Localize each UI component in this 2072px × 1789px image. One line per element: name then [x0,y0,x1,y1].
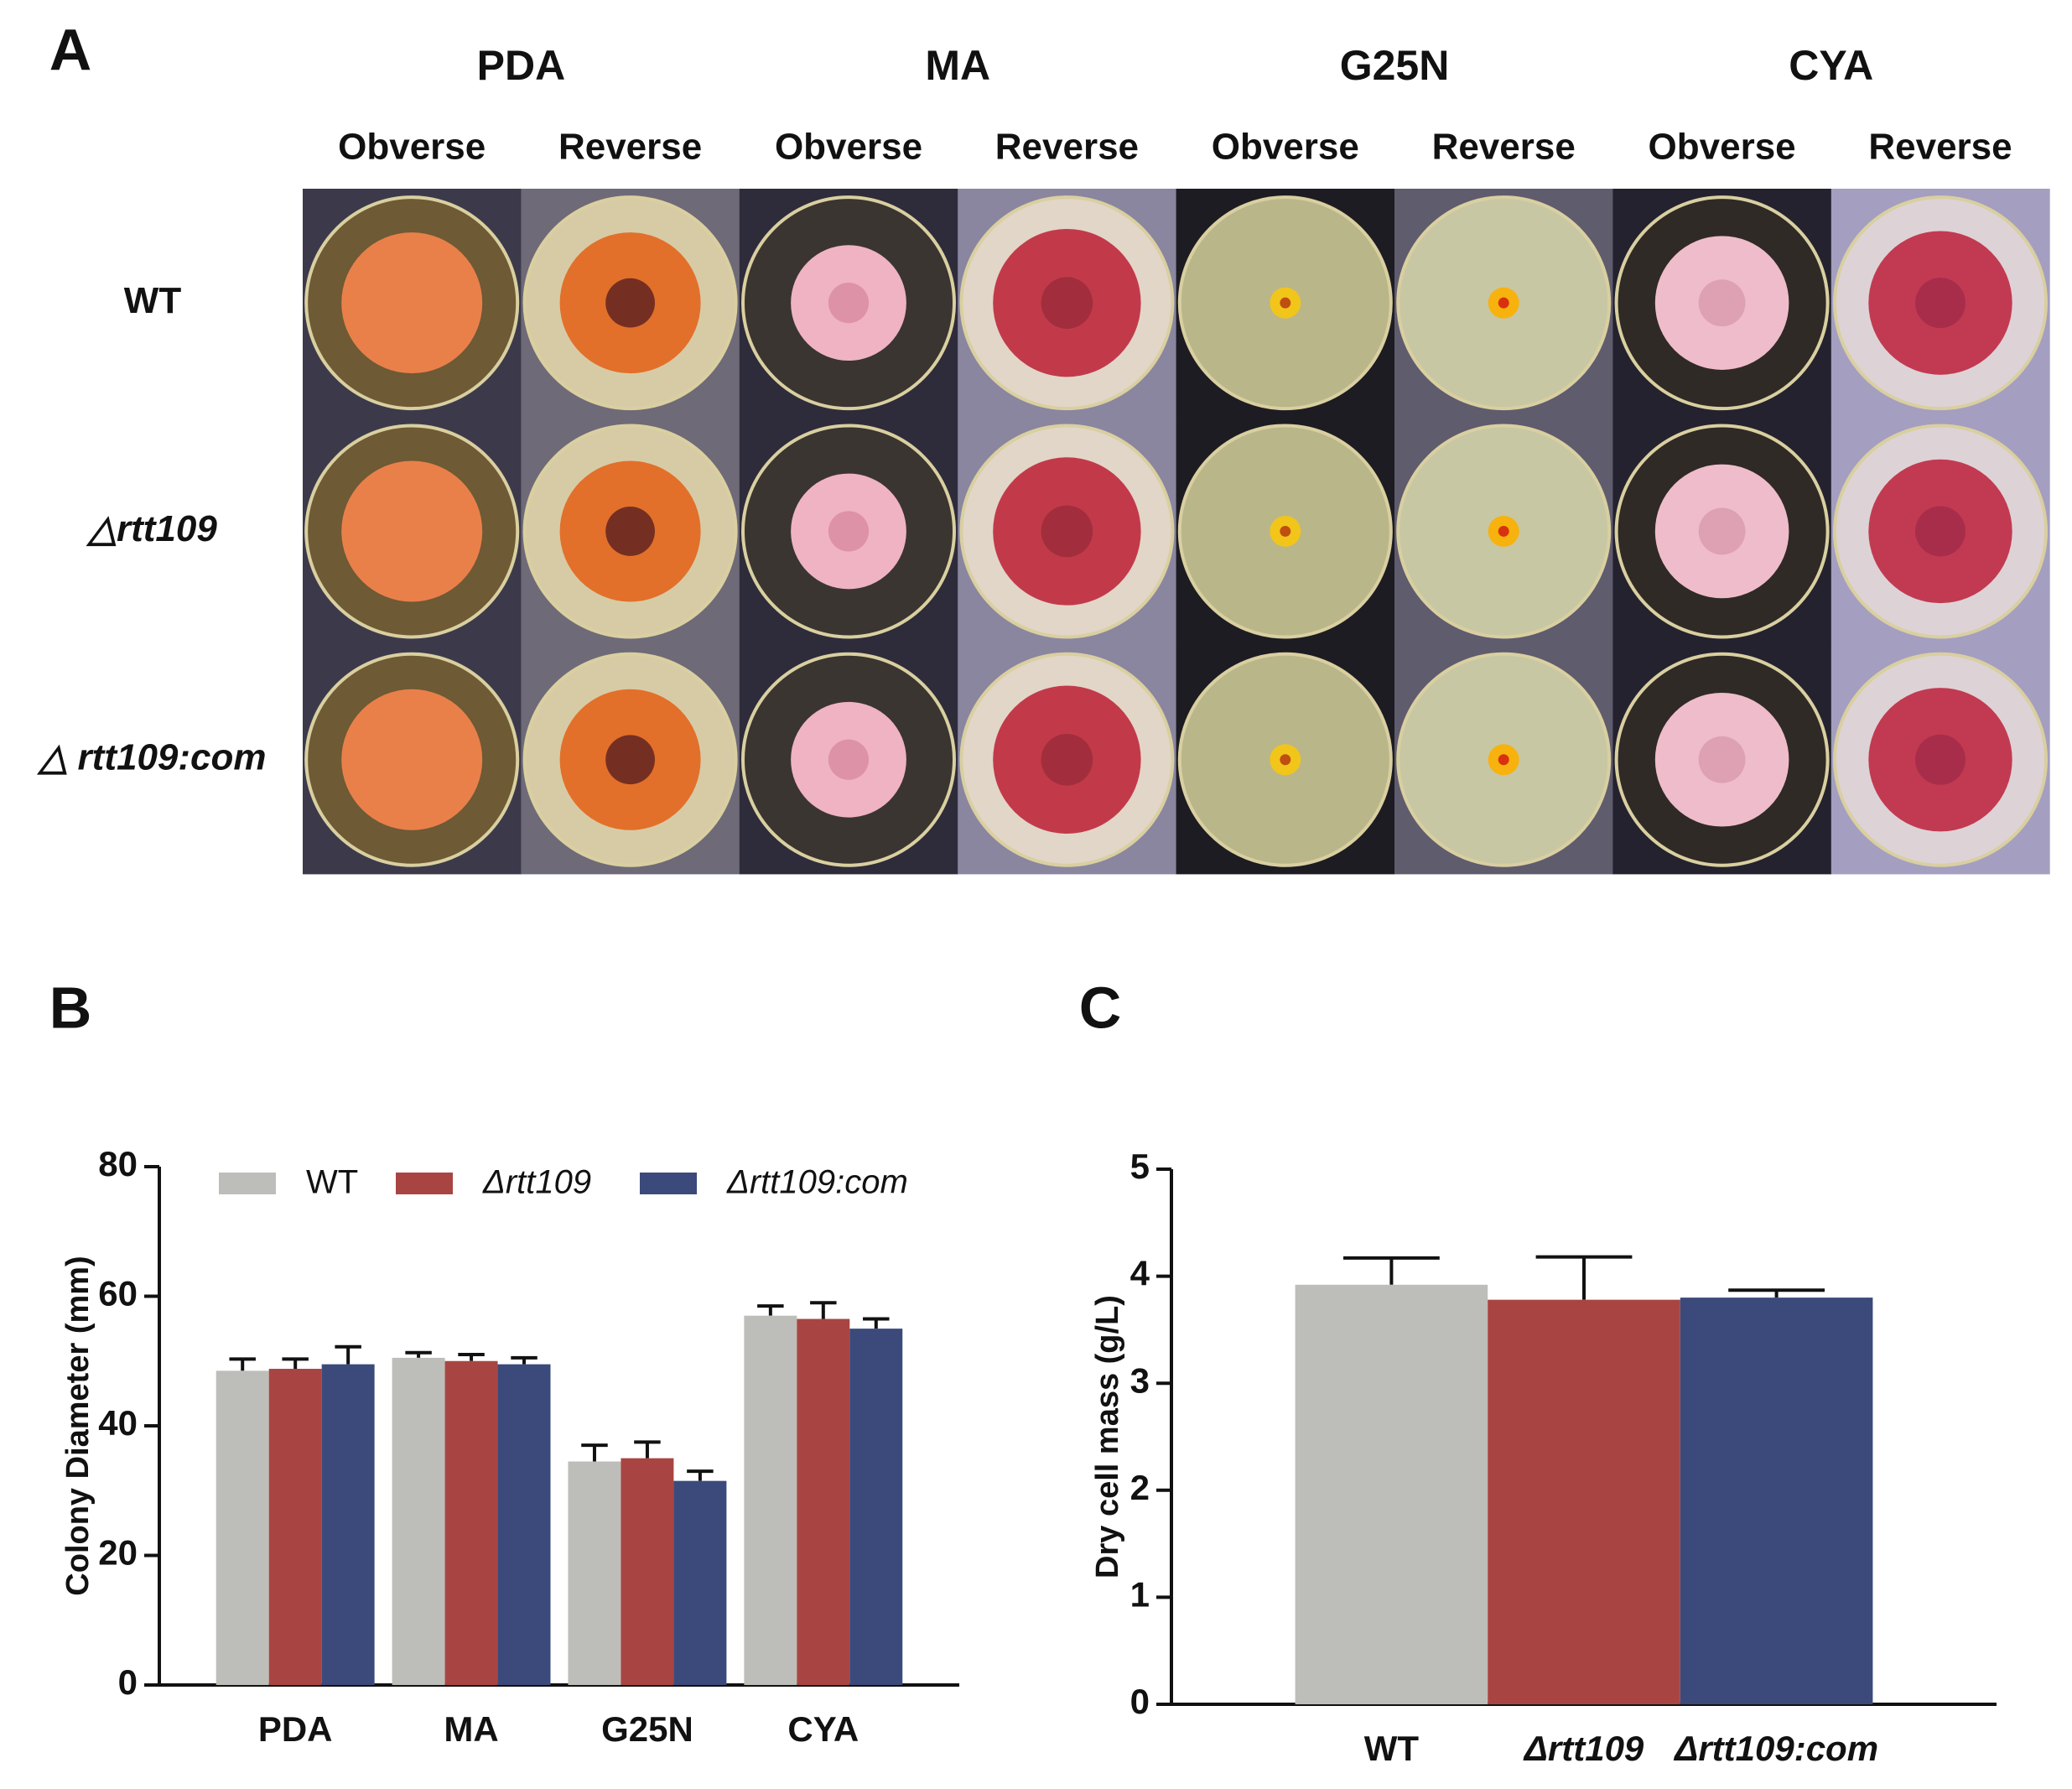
bar [444,1360,498,1685]
panel-letter: B [49,975,92,1040]
bar [744,1315,797,1685]
x-tick-label: Δrtt109:com [1673,1729,1878,1768]
colony-center [1498,297,1509,309]
plate-photos [303,189,2050,875]
x-tick-label: WT [1364,1729,1420,1768]
y-tick-label: 60 [98,1274,138,1313]
colony-center [1698,279,1746,327]
colony-center [1498,754,1509,766]
colony-center [605,278,655,328]
colony-center [1915,734,1966,785]
y-tick-label: 20 [98,1533,138,1573]
bar [621,1458,674,1685]
bar [1680,1298,1873,1704]
colony-center [605,735,655,785]
colony-center [1280,754,1291,766]
y-tick-label: 4 [1130,1254,1150,1293]
medium-label: CYA [1789,42,1873,89]
medium-label: G25N [1340,42,1450,89]
strain-label: △rtt109 [86,508,217,549]
y-tick-label: 0 [1130,1682,1150,1721]
colony-center [1280,525,1291,537]
colony-center [1698,736,1746,783]
legend-swatch [396,1173,453,1194]
colony-center [387,735,437,785]
x-tick-label: PDA [258,1709,333,1749]
colony-center [387,278,437,328]
view-label: Reverse [558,127,702,168]
bar [797,1318,850,1685]
y-tick-label: 0 [118,1662,138,1702]
x-tick-label: Δrtt109 [1523,1729,1644,1768]
colony-center [1041,505,1093,558]
view-label: Reverse [1432,127,1576,168]
panel-letter: A [49,17,92,82]
y-tick-label: 40 [98,1403,138,1443]
medium-label: PDA [477,42,566,89]
legend-label: Δrtt109 [482,1164,591,1201]
colony-center [387,507,437,556]
colony-center [1915,278,1966,329]
x-tick-label: CYA [787,1709,859,1749]
view-label: Reverse [1868,127,2012,168]
legend-swatch [219,1173,276,1194]
bar [568,1461,621,1685]
colony-center [828,739,870,780]
colony-center [1915,506,1966,557]
y-tick-label: 80 [98,1144,138,1183]
y-tick-label: 1 [1130,1574,1150,1614]
colony-center [1041,733,1093,786]
x-tick-label: MA [444,1709,498,1749]
bar [268,1369,322,1685]
bar [497,1364,551,1685]
y-axis-label: Colony Diameter (mm) [60,1256,96,1595]
view-label: Reverse [995,127,1139,168]
bar [1295,1284,1488,1704]
y-tick-label: 5 [1130,1147,1150,1186]
y-tick-label: 2 [1130,1468,1150,1507]
legend-label: WT [306,1164,358,1201]
strain-label: △ rtt109:com [36,736,266,777]
y-tick-label: 3 [1130,1360,1150,1400]
colony-center [1280,297,1291,309]
y-axis-label: Dry cell mass (g/L) [1090,1295,1125,1578]
panel-letter: C [1079,975,1122,1040]
strain-label: WT [124,280,182,321]
colony-center [1698,507,1746,555]
colony-center [828,283,870,324]
bar [216,1370,269,1685]
bar [673,1480,727,1685]
colony-center [1498,525,1509,537]
view-label: Obverse [1649,127,1796,168]
legend-label: Δrtt109:com [726,1164,908,1201]
bar [849,1329,903,1685]
colony-center [828,511,870,552]
view-label: Obverse [1212,127,1359,168]
colony-center [605,507,655,556]
colony-center [1041,277,1093,330]
bar [392,1357,445,1685]
medium-label: MA [925,42,990,89]
view-label: Obverse [775,127,922,168]
bar [321,1364,375,1685]
legend-swatch [640,1173,697,1194]
bar [1488,1299,1680,1704]
x-tick-label: G25N [601,1709,693,1749]
view-label: Obverse [338,127,486,168]
